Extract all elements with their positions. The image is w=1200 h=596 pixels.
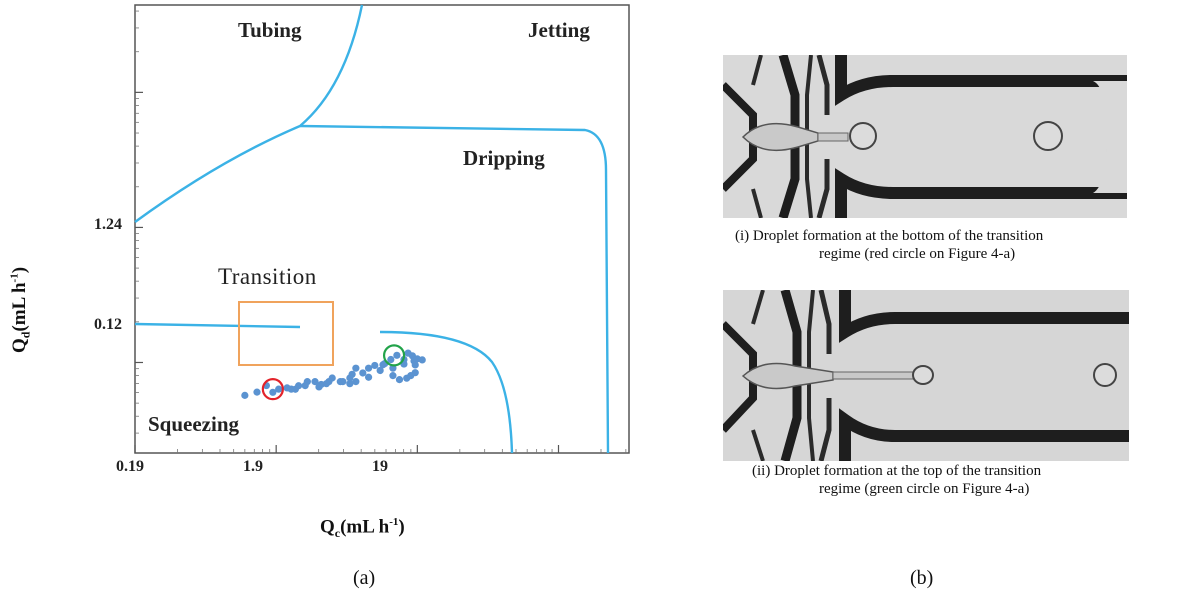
data-point — [396, 376, 403, 383]
boundary-dripping-top — [300, 126, 608, 453]
data-point — [387, 356, 394, 363]
x-axis-title: Qc(mL h-1) — [320, 516, 405, 541]
data-point — [352, 365, 359, 372]
data-point — [412, 361, 419, 368]
regime-boundaries — [135, 5, 608, 453]
region-label-transition: Transition — [218, 264, 317, 290]
micrograph-bottom-transition — [723, 55, 1127, 218]
region-label-tubing: Tubing — [238, 18, 301, 43]
data-point — [339, 378, 346, 385]
plot-frame — [135, 5, 629, 453]
data-point — [371, 362, 378, 369]
data-point — [241, 392, 248, 399]
data-point — [359, 369, 366, 376]
data-point — [393, 352, 400, 359]
transition-box — [239, 302, 333, 365]
data-point — [325, 378, 332, 385]
data-point — [419, 356, 426, 363]
boundary-transition-left — [135, 324, 300, 327]
y-tick-label: 1.24 — [94, 216, 122, 234]
panel-tag-a: (a) — [353, 567, 375, 590]
x-tick-label: 1.9 — [243, 458, 263, 476]
data-point — [288, 386, 295, 393]
data-point — [365, 374, 372, 381]
region-label-dripping: Dripping — [463, 146, 545, 171]
panel-tag-b: (b) — [910, 567, 933, 590]
data-point — [275, 386, 282, 393]
boundary-squeezing-dripping — [380, 332, 512, 453]
data-point — [412, 369, 419, 376]
y-tick-label: 0.12 — [94, 316, 122, 334]
caption-ii: (ii) Droplet formation at the top of the… — [752, 462, 1041, 498]
data-point — [377, 367, 384, 374]
data-point — [352, 378, 359, 385]
caption-i: (i) Droplet formation at the bottom of t… — [735, 227, 1043, 263]
x-tick-label: 0.19 — [116, 458, 144, 476]
data-point — [349, 371, 356, 378]
micrograph-top-transition — [723, 290, 1129, 461]
data-point — [295, 382, 302, 389]
region-label-squeezing: Squeezing — [148, 412, 239, 437]
data-point — [365, 365, 372, 372]
data-point — [253, 389, 260, 396]
y-axis-title: Qd(mL h-1) — [6, 215, 36, 405]
x-tick-label: 19 — [372, 458, 388, 476]
regime-map-chart — [0, 0, 660, 560]
axis-ticks — [135, 11, 626, 453]
data-point — [318, 381, 325, 388]
data-point — [389, 372, 396, 379]
region-label-jetting: Jetting — [528, 18, 590, 43]
data-point — [302, 382, 309, 389]
